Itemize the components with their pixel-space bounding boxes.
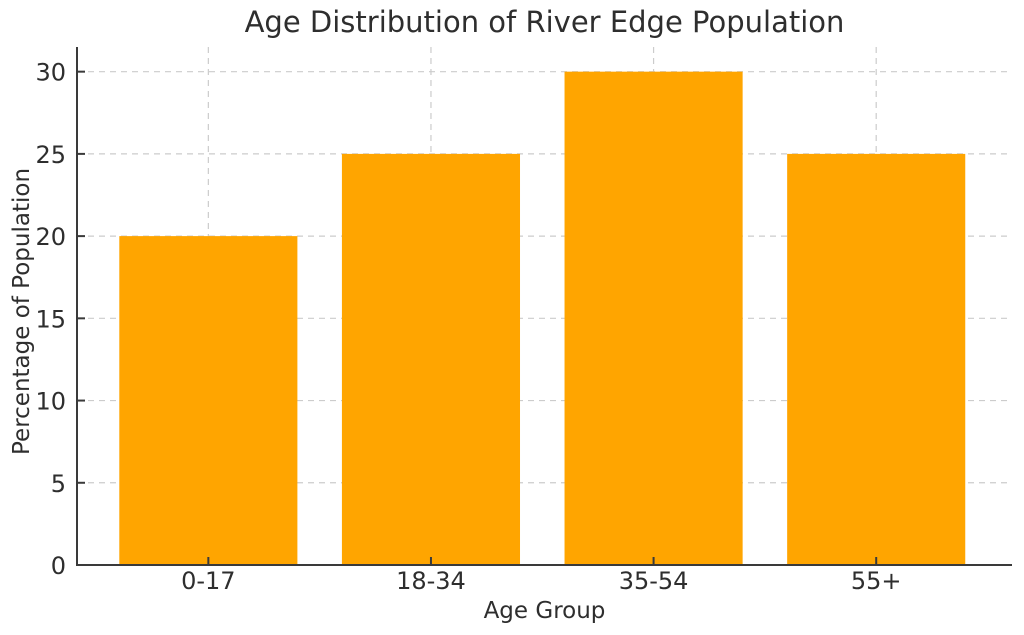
y-axis-label: Percentage of Population [9,167,35,455]
y-tick-label: 30 [35,59,66,87]
y-tick-label: 5 [51,470,66,498]
x-tick-label: 0-17 [181,567,235,595]
y-tick-label: 15 [35,305,66,333]
x-axis-label: Age Group [483,598,606,624]
x-tick-label: 18-34 [396,567,466,595]
bar-35-54 [564,71,743,566]
chart-title: Age Distribution of River Edge Populatio… [244,5,845,39]
bar-18-34 [341,153,521,565]
y-tick-label: 25 [35,141,66,169]
y-tick-label: 0 [51,552,66,580]
bar-0-17 [119,236,298,565]
x-tick-label: 55+ [851,567,902,595]
x-tick-label: 35-54 [619,567,689,595]
y-tick-label: 20 [35,223,66,251]
y-tick-label: 10 [35,388,66,416]
bar-55+ [787,153,966,565]
